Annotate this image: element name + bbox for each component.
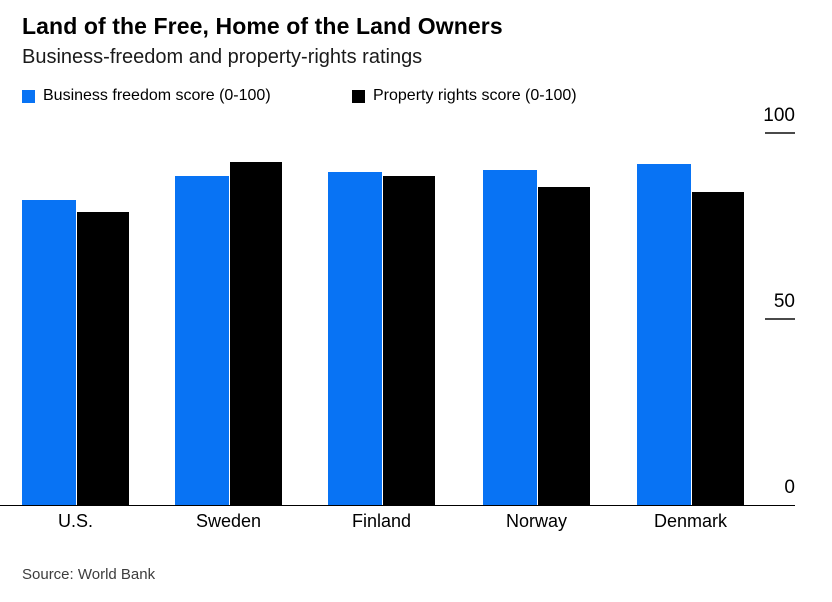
legend-swatch-blue-icon [22, 89, 35, 103]
x-axis-label: Sweden [195, 511, 262, 531]
legend-item-business-freedom: Business freedom score (0-100) [22, 87, 271, 105]
chart-title: Land of the Free, Home of the Land Owner… [22, 13, 503, 39]
x-axis-label: Finland [351, 511, 412, 531]
y-axis-tick-label: 50 [773, 291, 795, 312]
bar-property-rights-denmark [692, 192, 744, 505]
bar-property-rights-sweden [230, 162, 282, 505]
y-axis-tick-label: 0 [784, 477, 795, 498]
source-note: Source: World Bank [22, 566, 156, 583]
chart-subtitle: Business-freedom and property-rights rat… [22, 46, 423, 68]
bar-property-rights-norway [538, 187, 590, 505]
bar-property-rights-finland [383, 176, 435, 505]
bar-business-freedom-us [22, 200, 76, 505]
y-axis-tick [765, 132, 795, 134]
x-axis-label: U.S. [57, 511, 93, 531]
x-axis-line [0, 505, 795, 506]
legend-label: Business freedom score (0-100) [43, 87, 271, 104]
legend-label: Property rights score (0-100) [373, 87, 577, 104]
legend-item-property-rights: Property rights score (0-100) [352, 87, 577, 105]
legend: Business freedom score (0-100) Property … [0, 87, 832, 107]
x-axis-label: Denmark [653, 511, 728, 531]
x-axis-label: Norway [505, 511, 567, 531]
bar-property-rights-us [77, 212, 129, 505]
legend-swatch-black-icon [352, 89, 365, 103]
bar-business-freedom-finland [328, 172, 382, 505]
bar-business-freedom-sweden [175, 176, 229, 505]
bar-business-freedom-denmark [637, 164, 691, 505]
y-axis-tick [765, 318, 795, 320]
bar-business-freedom-norway [483, 170, 537, 505]
y-axis-tick-label: 100 [763, 105, 795, 126]
